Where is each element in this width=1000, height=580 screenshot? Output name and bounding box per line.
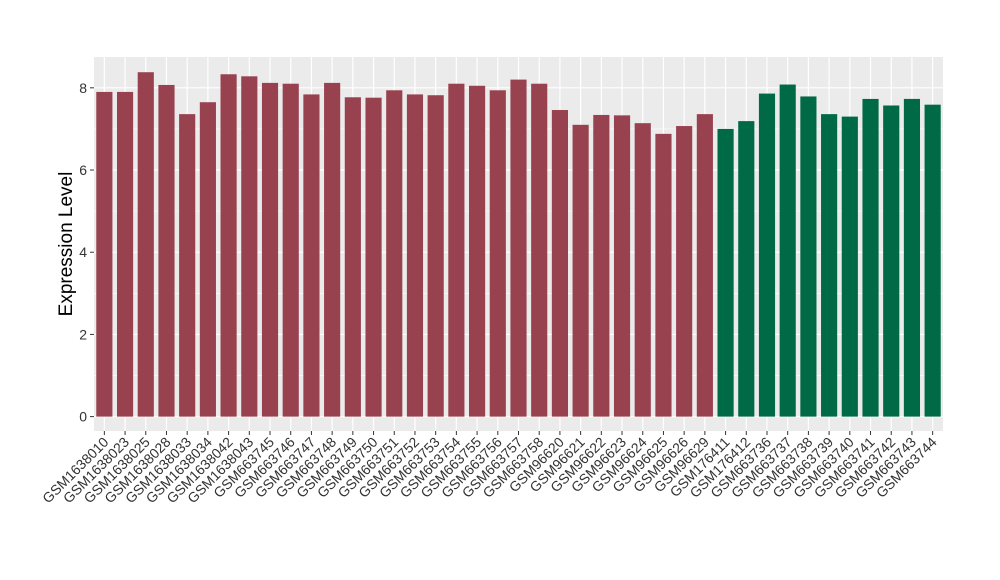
- bar-gsm176411: [717, 128, 734, 417]
- bar-gsm1638043: [241, 76, 258, 417]
- y-tick-label: 2: [79, 326, 87, 342]
- bar-gsm663742: [883, 105, 900, 417]
- bar-gsm663751: [386, 90, 403, 417]
- bar-gsm663745: [261, 82, 279, 417]
- bar-gsm663752: [406, 94, 424, 417]
- bars: [96, 72, 941, 417]
- bar-gsm96620: [551, 110, 568, 417]
- bar-gsm96629: [696, 114, 713, 417]
- bar-gsm663750: [365, 97, 382, 417]
- y-axis: 0 2 4 6 8: [79, 80, 94, 425]
- bar-gsm663755: [469, 85, 486, 417]
- bar-gsm663756: [489, 90, 506, 417]
- y-tick-label: 6: [79, 162, 87, 178]
- bar-gsm663744: [924, 104, 941, 417]
- y-axis-title: Expression Level: [56, 172, 77, 317]
- bar-gsm663738: [800, 96, 817, 417]
- y-tick-label: 8: [79, 80, 87, 96]
- bar-gsm663740: [841, 116, 858, 417]
- bar-gsm96625: [655, 133, 672, 417]
- bar-gsm96622: [593, 114, 610, 417]
- bar-gsm1638023: [116, 91, 134, 417]
- y-tick-label: 4: [79, 244, 87, 260]
- bar-gsm663743: [903, 98, 921, 417]
- bar-gsm663753: [427, 95, 444, 417]
- bar-gsm1638028: [158, 84, 175, 417]
- bar-gsm663758: [531, 83, 548, 417]
- bar-gsm663754: [448, 83, 465, 417]
- bar-gsm663746: [282, 83, 299, 417]
- bar-gsm96624: [634, 123, 651, 417]
- bar-gsm663749: [344, 97, 361, 417]
- bar-gsm663747: [303, 94, 320, 417]
- x-axis: GSM1638010GSM1638023GSM1638025GSM1638028…: [39, 431, 940, 506]
- bar-gsm663748: [324, 82, 341, 417]
- bar-gsm663741: [862, 98, 879, 417]
- bar-gsm1638034: [199, 102, 216, 417]
- bar-gsm96626: [676, 126, 693, 417]
- bar-gsm1638033: [179, 114, 196, 417]
- bar-gsm663757: [510, 79, 527, 417]
- bar-gsm663736: [758, 93, 776, 417]
- bar-gsm176412: [738, 121, 755, 417]
- bar-gsm663737: [779, 84, 796, 417]
- bar-gsm1638025: [137, 72, 154, 417]
- bar-gsm663739: [821, 114, 838, 417]
- y-tick-label: 0: [79, 409, 87, 425]
- bar-gsm1638010: [96, 91, 113, 417]
- bar-gsm96621: [572, 124, 589, 417]
- bar-gsm1638042: [220, 74, 237, 417]
- bar-gsm96623: [613, 115, 631, 417]
